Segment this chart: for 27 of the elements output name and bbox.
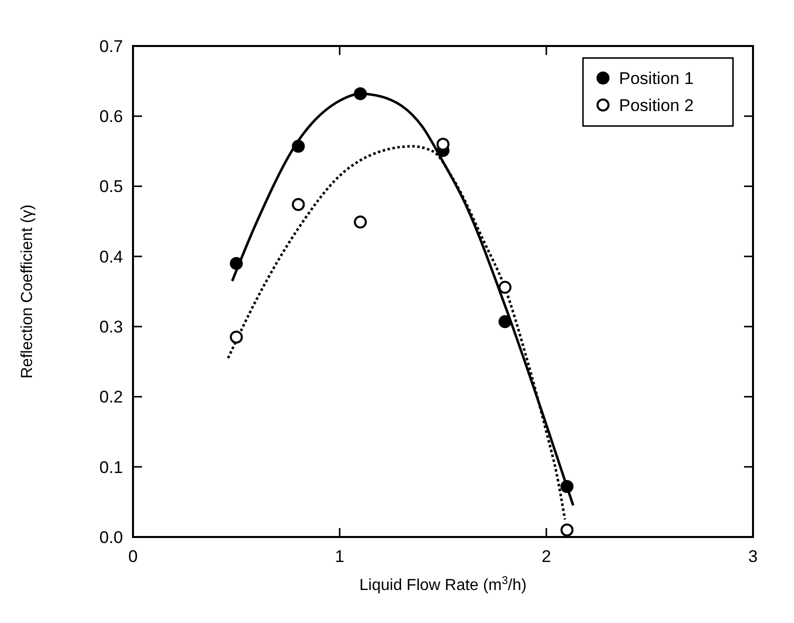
point [498,315,512,328]
x-tick-label: 0 [128,547,138,566]
point [354,216,367,229]
legend-label: Position 1 [619,68,694,88]
y-tick-label: 0.7 [99,36,123,56]
x-axis-title: Liquid Flow Rate (m$^{3}$/h) [359,575,527,594]
point [230,256,243,270]
point [436,138,450,151]
y-tick-label: 0.0 [99,528,123,547]
y-tick-label: 0.6 [99,107,123,126]
point [292,198,305,212]
legend-label: Position 2 [619,96,694,115]
point [354,87,367,100]
point [560,523,574,536]
x-tick-label: 3 [748,547,758,566]
point [498,280,512,294]
point [230,330,243,344]
y-tick-label: 0.3 [99,318,123,337]
y-tick-label: 0.4 [99,247,123,266]
point [292,140,305,153]
y-axis-title: Reflection Coefficient (γ) [19,204,36,378]
x-tick-label: 2 [542,547,552,566]
x-tick-label: 1 [334,547,344,566]
y-tick-label: 0.2 [99,388,123,407]
y-tick-label: 0.1 [99,458,123,477]
y-tick-label: 0.5 [99,177,123,196]
point [560,480,574,493]
